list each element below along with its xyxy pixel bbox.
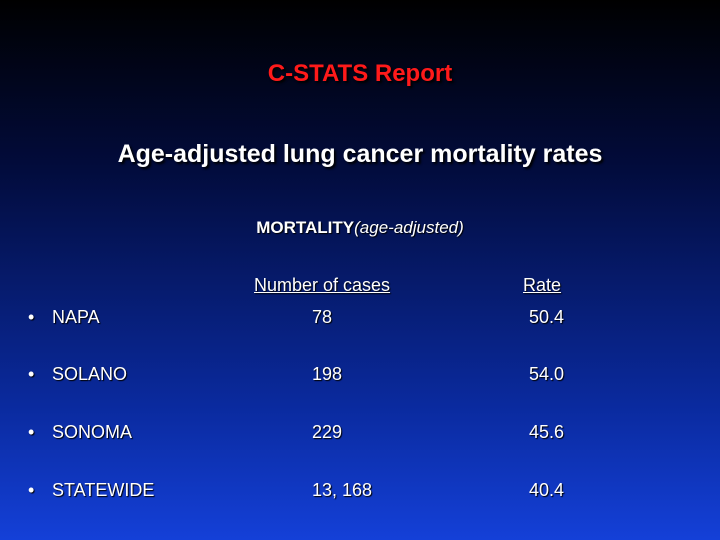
cases-value: 78 xyxy=(312,307,333,327)
rate-value: 50.4 xyxy=(529,307,565,327)
cases-value: 198 xyxy=(312,364,343,384)
rate-value: 40.4 xyxy=(529,480,565,500)
bullet-icon: • xyxy=(28,307,35,327)
column-header-cases: Number of cases xyxy=(254,275,391,295)
bullet-icon: • xyxy=(28,480,35,500)
cases-value: 13, 168 xyxy=(312,480,373,500)
county-name: SOLANO xyxy=(52,364,128,384)
column-header-rate: Rate xyxy=(523,275,562,295)
county-name: NAPA xyxy=(52,307,100,327)
rate-value: 45.6 xyxy=(529,422,565,442)
bullet-icon: • xyxy=(28,422,35,442)
section-heading-qualifier: (age-adjusted) xyxy=(354,218,464,237)
table-row: • SONOMA 229 45.6 xyxy=(0,422,720,448)
table-row: • NAPA 78 50.4 xyxy=(0,307,720,333)
section-heading: MORTALITY(age-adjusted) xyxy=(0,218,720,238)
bullet-icon: • xyxy=(28,364,35,384)
county-name: SONOMA xyxy=(52,422,133,442)
rate-value: 54.0 xyxy=(529,364,565,384)
cases-value: 229 xyxy=(312,422,343,442)
section-heading-label: MORTALITY xyxy=(256,218,355,237)
slide-title: C-STATS Report xyxy=(267,60,453,87)
table-row: • STATEWIDE 13, 168 40.4 xyxy=(0,480,720,506)
slide-subtitle: Age-adjusted lung cancer mortality rates xyxy=(117,140,603,168)
county-name: STATEWIDE xyxy=(52,480,155,500)
table-row: • SOLANO 198 54.0 xyxy=(0,364,720,390)
